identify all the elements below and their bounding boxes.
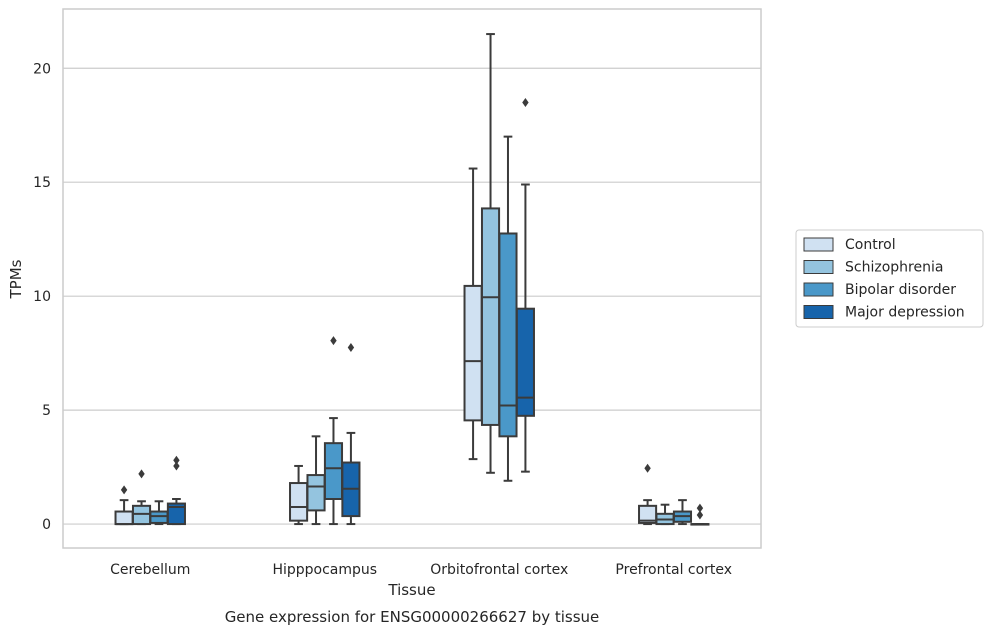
legend-swatch — [803, 282, 834, 297]
x-tick-label: Prefrontal cortex — [615, 562, 732, 578]
outlier-point — [173, 455, 180, 465]
legend-item: Major depression — [803, 305, 965, 321]
box-group — [515, 97, 535, 473]
x-tick-label: Cerebellum — [110, 562, 190, 578]
box — [114, 510, 134, 526]
box-group — [289, 464, 309, 526]
legend-label: Schizophrenia — [845, 260, 943, 276]
plot-background — [63, 9, 761, 548]
legend-swatch — [803, 237, 834, 252]
legend: Control Schizophrenia Bipolar disorder Majo… — [795, 229, 984, 328]
box-group — [114, 485, 134, 526]
box — [480, 207, 501, 426]
box-group — [655, 503, 675, 526]
y-tick-label: 0 — [42, 517, 51, 533]
y-axis-label: TPMs — [7, 259, 25, 299]
legend-swatch — [803, 305, 834, 319]
y-tick-label: 10 — [33, 289, 51, 305]
y-tick-label: 20 — [33, 61, 51, 77]
box-group — [690, 503, 710, 526]
legend-swatch — [803, 260, 834, 274]
chart-caption: Gene expression for ENSG00000266627 by t… — [225, 608, 600, 626]
legend-frame — [795, 229, 984, 328]
box-group — [463, 167, 483, 461]
legend-item: Bipolar disorder — [803, 282, 956, 298]
x-tick-label: Orbitofrontal cortex — [430, 562, 568, 578]
outlier-point — [347, 342, 355, 352]
box-group — [166, 455, 186, 526]
legend-label: Bipolar disorder — [845, 282, 956, 298]
outlier-point — [120, 485, 128, 495]
box-group — [341, 342, 361, 526]
box — [306, 474, 326, 512]
x-tick-labels: Cerebellum Hipppocampus Orbitofrontal cort… — [110, 562, 732, 578]
outlier-point — [696, 503, 704, 513]
x-tick-label: Hipppocampus — [272, 562, 377, 578]
outlier-point — [696, 510, 704, 520]
box — [149, 510, 169, 524]
y-tick-label: 15 — [33, 175, 51, 191]
box-group — [131, 469, 152, 526]
legend-item: Schizophrenia — [803, 260, 943, 276]
legend-item: Control — [803, 237, 896, 253]
outlier-point — [644, 463, 651, 473]
box — [131, 504, 152, 526]
box — [289, 482, 309, 522]
box — [463, 284, 483, 422]
box — [323, 442, 344, 500]
box-group — [498, 135, 518, 482]
plot-frame — [62, 8, 762, 549]
boxes — [114, 33, 710, 526]
box-group — [480, 33, 501, 474]
box-group — [672, 499, 693, 526]
outlier-point — [330, 336, 337, 346]
box — [515, 307, 535, 417]
outlier-point — [138, 469, 145, 479]
x-axis-label: Tissue — [387, 581, 435, 599]
box — [166, 502, 186, 526]
y-tick-labels: 0 5 10 15 20 — [33, 61, 51, 533]
y-tick-label: 5 — [42, 403, 51, 419]
legend-label: Control — [845, 237, 896, 253]
legend-label: Major depression — [845, 305, 965, 321]
outlier-point — [173, 461, 180, 471]
outlier-point — [522, 97, 529, 107]
